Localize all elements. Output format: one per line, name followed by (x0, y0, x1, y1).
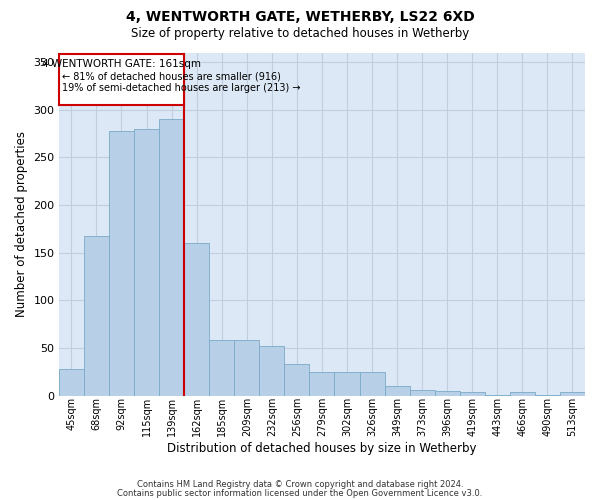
Bar (410, 390, 434, 396)
Bar (485, 394, 510, 396)
Bar (134, 129, 159, 396)
Text: Contains public sector information licensed under the Open Government Licence v3: Contains public sector information licen… (118, 488, 482, 498)
Bar (84, 236, 109, 396)
Bar (385, 386, 410, 396)
Bar (359, 372, 385, 396)
FancyBboxPatch shape (59, 54, 184, 105)
Bar (460, 392, 485, 396)
Bar (560, 392, 585, 396)
Text: Contains HM Land Registry data © Crown copyright and database right 2024.: Contains HM Land Registry data © Crown c… (137, 480, 463, 489)
Bar (234, 340, 259, 396)
Bar (434, 391, 460, 396)
Bar (159, 119, 184, 396)
Bar (535, 394, 560, 396)
Bar (259, 346, 284, 396)
Bar (59, 369, 84, 396)
Text: 19% of semi-detached houses are larger (213) →: 19% of semi-detached houses are larger (… (62, 83, 301, 93)
Text: 4, WENTWORTH GATE, WETHERBY, LS22 6XD: 4, WENTWORTH GATE, WETHERBY, LS22 6XD (125, 10, 475, 24)
Text: Size of property relative to detached houses in Wetherby: Size of property relative to detached ho… (131, 28, 469, 40)
Bar (184, 243, 209, 396)
Bar (510, 392, 535, 396)
Bar (209, 340, 234, 396)
Text: ← 81% of detached houses are smaller (916): ← 81% of detached houses are smaller (91… (62, 72, 281, 82)
Bar (109, 130, 134, 396)
Text: 4 WENTWORTH GATE: 161sqm: 4 WENTWORTH GATE: 161sqm (42, 59, 201, 69)
Bar (310, 372, 334, 396)
Y-axis label: Number of detached properties: Number of detached properties (15, 131, 28, 317)
X-axis label: Distribution of detached houses by size in Wetherby: Distribution of detached houses by size … (167, 442, 476, 455)
Bar (334, 372, 359, 396)
Bar (284, 364, 310, 396)
